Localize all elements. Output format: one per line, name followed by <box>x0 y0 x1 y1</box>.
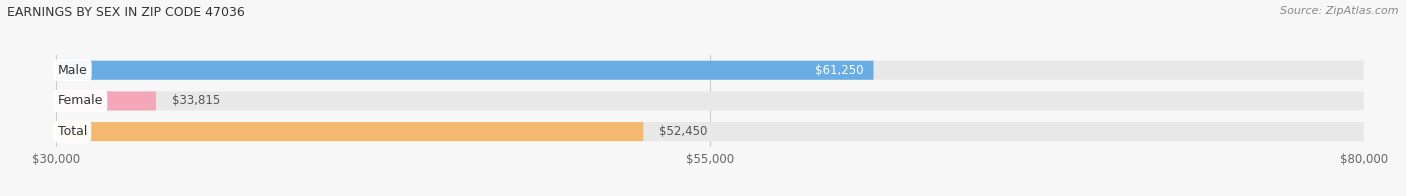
FancyBboxPatch shape <box>56 61 1364 80</box>
Text: Male: Male <box>58 64 87 77</box>
Text: $61,250: $61,250 <box>814 64 863 77</box>
Text: EARNINGS BY SEX IN ZIP CODE 47036: EARNINGS BY SEX IN ZIP CODE 47036 <box>7 6 245 19</box>
FancyBboxPatch shape <box>56 122 644 141</box>
Text: Total: Total <box>58 125 87 138</box>
Text: Source: ZipAtlas.com: Source: ZipAtlas.com <box>1281 6 1399 16</box>
Text: Female: Female <box>58 94 103 107</box>
FancyBboxPatch shape <box>56 91 156 111</box>
FancyBboxPatch shape <box>56 91 1364 111</box>
FancyBboxPatch shape <box>56 122 1364 141</box>
Text: $52,450: $52,450 <box>659 125 707 138</box>
FancyBboxPatch shape <box>56 61 873 80</box>
Text: $33,815: $33,815 <box>172 94 219 107</box>
